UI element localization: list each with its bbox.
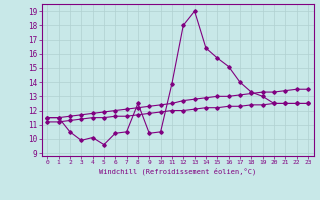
X-axis label: Windchill (Refroidissement éolien,°C): Windchill (Refroidissement éolien,°C) xyxy=(99,168,256,175)
